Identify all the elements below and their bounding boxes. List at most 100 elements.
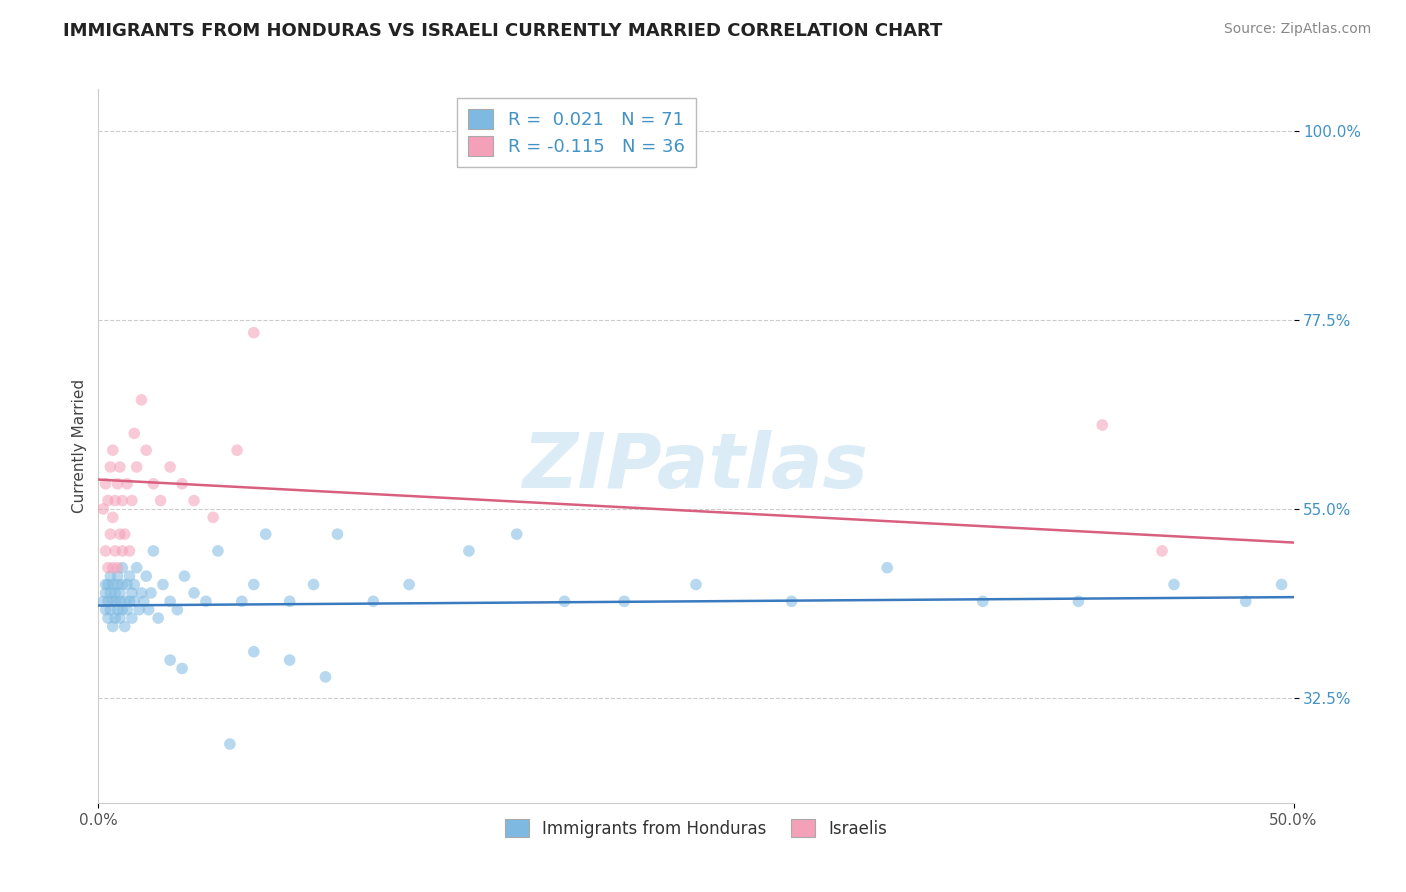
- Point: [135, 443, 157, 458]
- Point: [128, 603, 150, 617]
- Point: [207, 544, 229, 558]
- Point: [166, 603, 188, 617]
- Point: [98, 527, 122, 541]
- Point: [278, 594, 301, 608]
- Point: [1163, 577, 1185, 591]
- Point: [111, 577, 134, 591]
- Point: [1067, 594, 1090, 608]
- Point: [131, 392, 153, 407]
- Point: [97, 594, 120, 608]
- Point: [115, 476, 138, 491]
- Point: [94, 544, 117, 558]
- Point: [94, 603, 117, 617]
- Point: [101, 510, 124, 524]
- Point: [159, 653, 181, 667]
- Point: [159, 594, 181, 608]
- Point: [142, 476, 165, 491]
- Point: [685, 577, 707, 591]
- Point: [98, 569, 122, 583]
- Point: [118, 594, 141, 608]
- Point: [1271, 577, 1294, 591]
- Point: [107, 603, 129, 617]
- Point: [231, 594, 253, 608]
- Point: [125, 460, 148, 475]
- Point: [104, 594, 127, 608]
- Point: [108, 594, 131, 608]
- Point: [243, 577, 266, 591]
- Point: [121, 493, 143, 508]
- Point: [114, 619, 136, 633]
- Point: [124, 426, 146, 441]
- Point: [972, 594, 994, 608]
- Point: [104, 493, 127, 508]
- Point: [101, 619, 124, 633]
- Point: [278, 653, 301, 667]
- Point: [98, 603, 122, 617]
- Point: [506, 527, 529, 541]
- Point: [148, 611, 170, 625]
- Point: [114, 527, 136, 541]
- Point: [172, 661, 194, 675]
- Point: [111, 560, 134, 574]
- Point: [243, 645, 266, 659]
- Point: [124, 594, 146, 608]
- Point: [183, 493, 205, 508]
- Point: [613, 594, 636, 608]
- Point: [94, 476, 117, 491]
- Point: [125, 560, 148, 574]
- Point: [101, 577, 124, 591]
- Point: [142, 544, 165, 558]
- Point: [121, 586, 143, 600]
- Point: [138, 603, 160, 617]
- Point: [94, 577, 117, 591]
- Point: [363, 594, 385, 608]
- Point: [780, 594, 803, 608]
- Text: ZIPatlas: ZIPatlas: [523, 431, 869, 504]
- Point: [159, 460, 181, 475]
- Point: [91, 594, 114, 608]
- Point: [108, 527, 131, 541]
- Point: [195, 594, 218, 608]
- Point: [104, 544, 127, 558]
- Point: [139, 586, 162, 600]
- Point: [98, 460, 122, 475]
- Point: [107, 577, 129, 591]
- Point: [1234, 594, 1257, 608]
- Point: [1152, 544, 1174, 558]
- Point: [107, 476, 129, 491]
- Point: [91, 502, 114, 516]
- Point: [101, 443, 124, 458]
- Point: [131, 586, 153, 600]
- Point: [152, 577, 174, 591]
- Point: [254, 527, 277, 541]
- Point: [219, 737, 242, 751]
- Point: [101, 594, 124, 608]
- Point: [115, 603, 138, 617]
- Point: [243, 326, 266, 340]
- Point: [183, 586, 205, 600]
- Point: [108, 611, 131, 625]
- Point: [202, 510, 225, 524]
- Point: [132, 594, 155, 608]
- Point: [135, 569, 157, 583]
- Point: [876, 560, 898, 574]
- Point: [104, 611, 127, 625]
- Point: [111, 603, 134, 617]
- Point: [108, 586, 131, 600]
- Point: [107, 560, 129, 574]
- Point: [302, 577, 325, 591]
- Point: [118, 569, 141, 583]
- Text: IMMIGRANTS FROM HONDURAS VS ISRAELI CURRENTLY MARRIED CORRELATION CHART: IMMIGRANTS FROM HONDURAS VS ISRAELI CURR…: [63, 22, 942, 40]
- Point: [111, 493, 134, 508]
- Point: [1091, 417, 1114, 432]
- Point: [108, 460, 131, 475]
- Point: [121, 611, 143, 625]
- Y-axis label: Currently Married: Currently Married: [72, 379, 87, 513]
- Point: [97, 577, 120, 591]
- Point: [107, 569, 129, 583]
- Text: Source: ZipAtlas.com: Source: ZipAtlas.com: [1223, 22, 1371, 37]
- Point: [124, 577, 146, 591]
- Point: [458, 544, 481, 558]
- Point: [94, 586, 117, 600]
- Point: [104, 586, 127, 600]
